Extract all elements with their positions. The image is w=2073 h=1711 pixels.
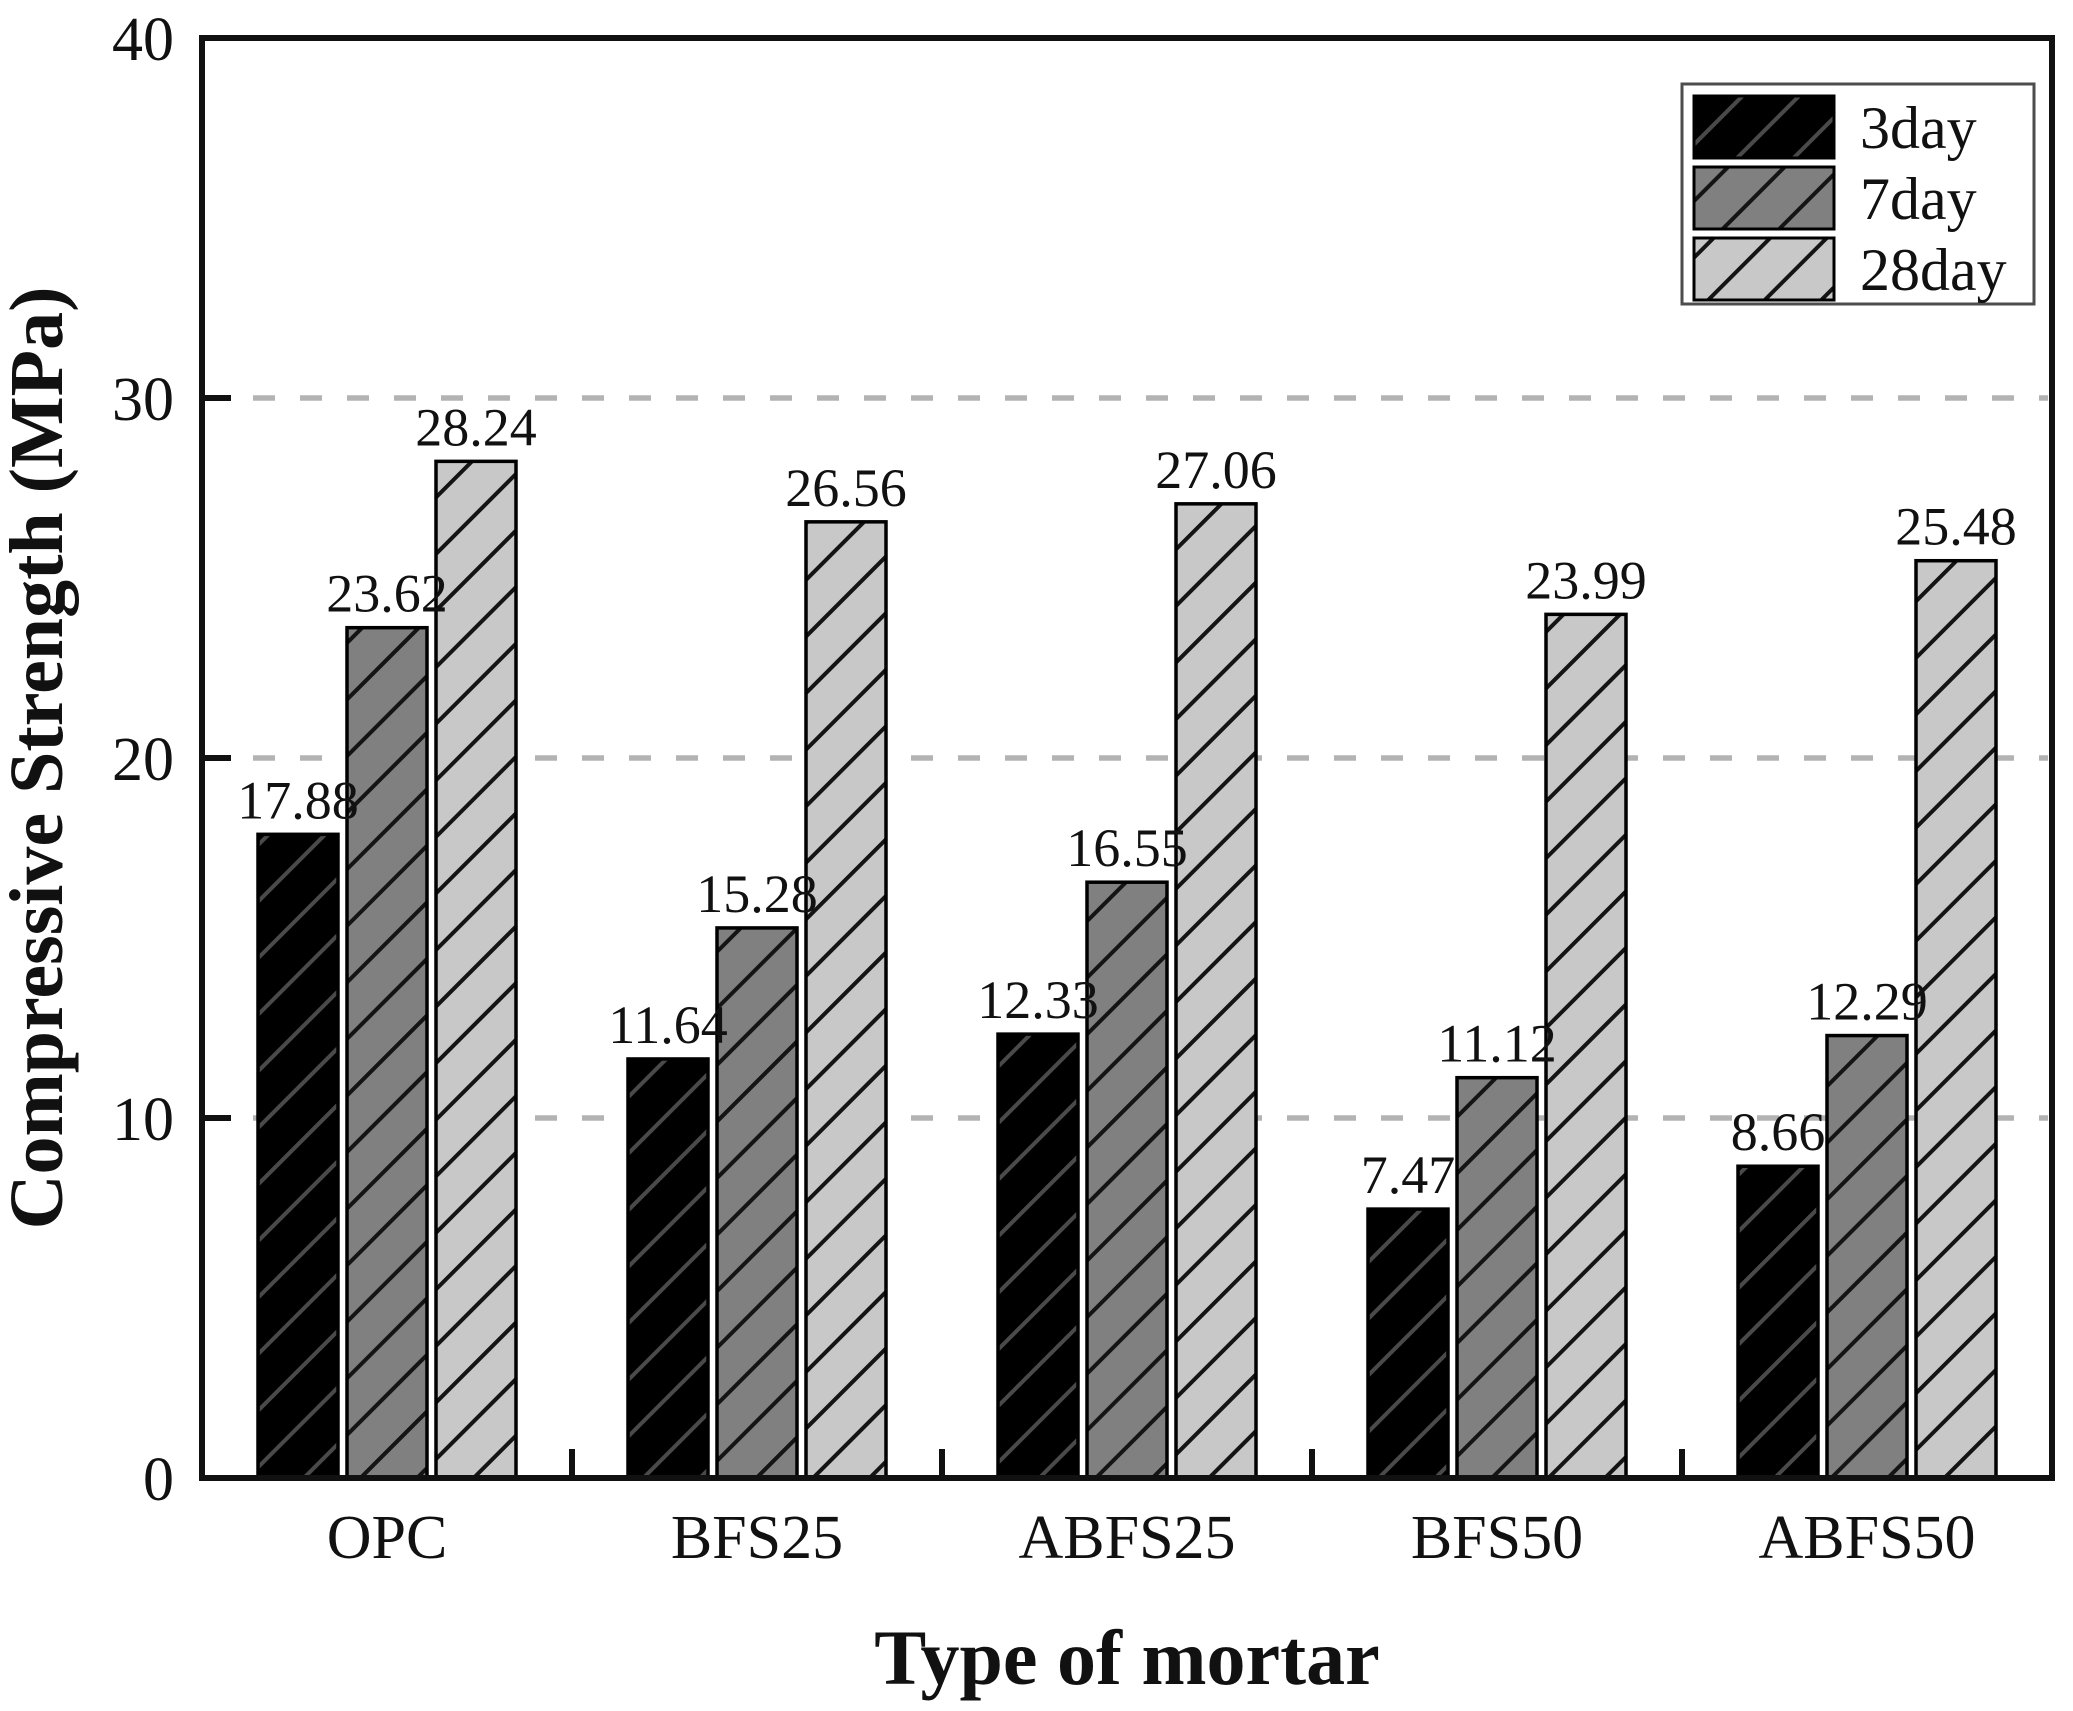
legend-swatch-7day: [1692, 165, 1836, 231]
bar-value-label-BFS50-7day: 11.12: [1437, 1014, 1557, 1074]
bar-value-label-OPC-7day: 23.62: [326, 564, 448, 624]
bar-ABFS25-3day: [996, 1032, 1080, 1480]
bar-value-label-OPC-3day: 17.88: [237, 770, 359, 830]
bar-BFS25-28day: [804, 520, 888, 1480]
y-tick-label-20: 20: [112, 726, 174, 794]
bar-value-label-BFS25-3day: 11.64: [608, 995, 728, 1055]
plot-border: [199, 35, 2055, 1481]
y-axis-title: Compressive Strength (MPa): [0, 287, 79, 1230]
bar-ABFS50-28day: [1914, 558, 1998, 1480]
bar-BFS50-7day: [1455, 1075, 1539, 1480]
x-axis-title: Type of mortar: [874, 1614, 1379, 1701]
bar-OPC-7day: [345, 625, 429, 1480]
bar-value-label-ABFS25-7day: 16.55: [1066, 818, 1188, 878]
x-category-label-BFS50: BFS50: [1411, 1504, 1583, 1572]
x-category-label-BFS25: BFS25: [671, 1504, 843, 1572]
bar-ABFS50-7day: [1825, 1033, 1909, 1480]
bar-value-label-BFS50-3day: 7.47: [1361, 1145, 1456, 1205]
bars: [256, 459, 1998, 1480]
bar-value-label-OPC-28day: 28.24: [415, 397, 537, 457]
bar-ABFS25-7day: [1085, 880, 1169, 1480]
bar-value-labels: 17.88 23.62 28.24 11.64 15.28 26.56 12.33 16.55…: [237, 397, 2017, 1205]
bar-BFS50-3day: [1366, 1207, 1450, 1480]
bar-value-label-BFS25-7day: 15.28: [696, 864, 818, 924]
legend-label-3day: 3day: [1860, 95, 1977, 161]
legend-label-7day: 7day: [1860, 166, 1977, 232]
x-category-label-ABFS50: ABFS50: [1758, 1504, 1975, 1572]
y-tick-label-30: 30: [112, 366, 174, 434]
legend-swatch-28day: [1692, 236, 1836, 302]
bar-value-label-ABFS25-3day: 12.33: [977, 970, 1099, 1030]
bar-ABFS50-3day: [1736, 1164, 1820, 1480]
bar-value-label-ABFS50-7day: 12.29: [1806, 972, 1928, 1032]
bar-value-label-BFS25-28day: 26.56: [785, 458, 907, 518]
axis-ticks: [205, 395, 1685, 1475]
bar-value-label-ABFS50-28day: 25.48: [1895, 497, 2017, 557]
bar-value-label-BFS50-28day: 23.99: [1525, 550, 1647, 610]
bar-BFS25-3day: [626, 1057, 710, 1480]
bar-ABFS25-28day: [1174, 502, 1258, 1480]
x-category-label-OPC: OPC: [327, 1504, 448, 1572]
bar-OPC-3day: [256, 832, 340, 1480]
y-tick-label-10: 10: [112, 1086, 174, 1154]
y-tick-label-40: 40: [112, 6, 174, 74]
bar-OPC-28day: [434, 459, 518, 1480]
legend-swatch-3day: [1692, 94, 1836, 160]
bar-BFS50-28day: [1544, 612, 1628, 1480]
bar-value-label-ABFS25-28day: 27.06: [1155, 440, 1277, 500]
x-category-label-ABFS25: ABFS25: [1018, 1504, 1235, 1572]
y-tick-label-0: 0: [143, 1446, 174, 1514]
legend-label-28day: 28day: [1860, 237, 2007, 303]
tick-labels: 0 10 20 30 40 OPC BFS25 ABFS25 BFS50 ABFS50: [112, 6, 1976, 1572]
plot-frame: [199, 35, 2055, 1481]
bar-BFS25-7day: [715, 926, 799, 1480]
bar-value-label-ABFS50-3day: 8.66: [1731, 1102, 1826, 1162]
